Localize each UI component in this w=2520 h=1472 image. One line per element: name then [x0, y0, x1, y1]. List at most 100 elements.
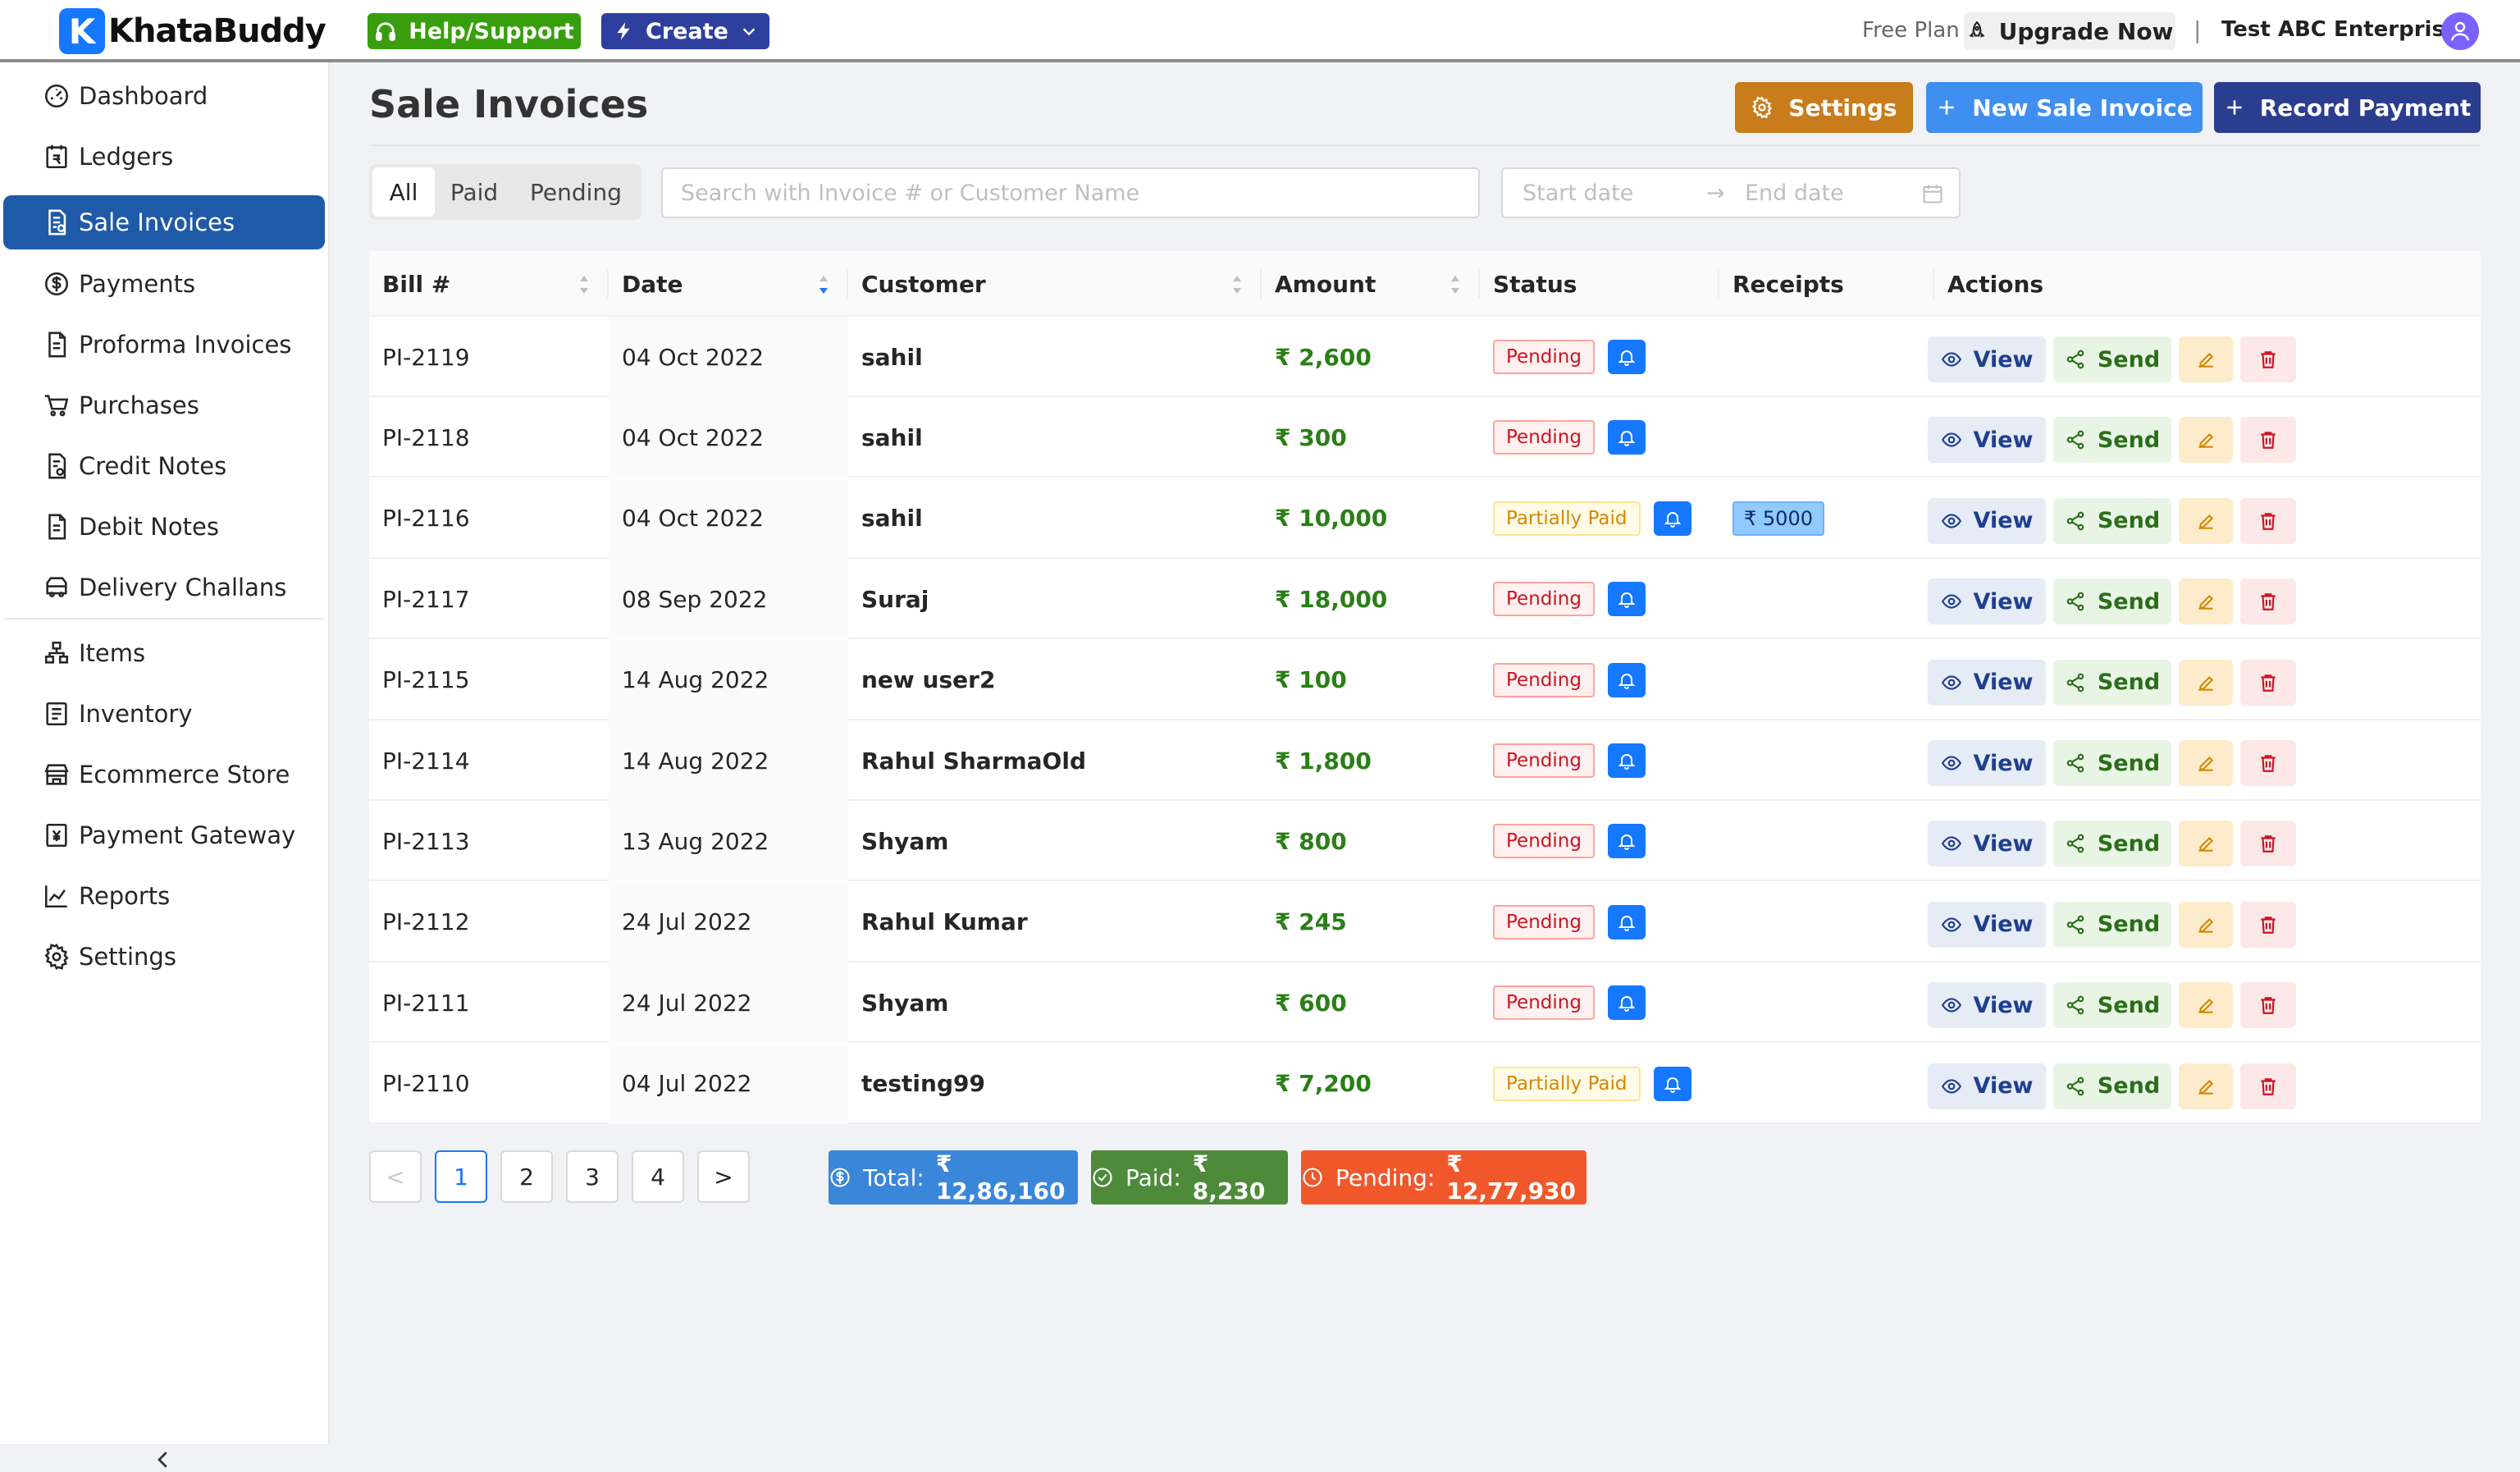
table-row[interactable]: PI-2117 08 Sep 2022 Suraj ₹ 18,000 Pending Vi…: [369, 559, 2481, 640]
customer-name[interactable]: sahil: [861, 423, 923, 451]
bell-icon[interactable]: [1653, 1066, 1691, 1101]
record-payment-button[interactable]: Record Payment: [2214, 82, 2481, 133]
bill-number[interactable]: PI-2117: [382, 585, 470, 613]
pagination-page-3[interactable]: 3: [566, 1150, 619, 1203]
bell-icon[interactable]: [1607, 582, 1646, 617]
search-input[interactable]: [661, 167, 1480, 218]
bill-number[interactable]: PI-2110: [382, 1070, 470, 1098]
customer-name[interactable]: Rahul Kumar: [861, 908, 1028, 936]
column-amount[interactable]: Amount: [1262, 251, 1480, 317]
view-button[interactable]: View: [1928, 578, 2046, 625]
bill-number[interactable]: PI-2113: [382, 827, 470, 855]
send-button[interactable]: Send: [2053, 417, 2171, 464]
sidebar-item-ecommerce-store[interactable]: Ecommerce Store: [3, 747, 325, 802]
view-button[interactable]: View: [1928, 1063, 2046, 1109]
bell-icon[interactable]: [1607, 904, 1646, 939]
bill-number[interactable]: PI-2118: [382, 423, 470, 451]
delete-button[interactable]: [2240, 1063, 2296, 1109]
table-row[interactable]: PI-2119 04 Oct 2022 sahil ₹ 2,600 Pending Vie…: [369, 317, 2481, 397]
sidebar-item-payments[interactable]: Payments: [3, 257, 325, 311]
sidebar-item-proforma-invoices[interactable]: Proforma Invoices: [3, 318, 325, 372]
pagination-page-4[interactable]: 4: [632, 1150, 684, 1203]
view-button[interactable]: View: [1928, 821, 2046, 867]
customer-name[interactable]: Rahul SharmaOld: [861, 747, 1086, 775]
customer-name[interactable]: new user2: [861, 666, 996, 694]
receipt-badge[interactable]: ₹ 5000: [1732, 501, 1824, 536]
edit-button[interactable]: [2179, 1063, 2233, 1109]
edit-button[interactable]: [2179, 901, 2233, 948]
delete-button[interactable]: [2240, 982, 2296, 1029]
view-button[interactable]: View: [1928, 659, 2046, 706]
send-button[interactable]: Send: [2053, 1063, 2171, 1109]
bill-number[interactable]: PI-2119: [382, 343, 470, 371]
end-date-input[interactable]: End date: [1745, 181, 1844, 206]
upgrade-now-button[interactable]: Upgrade Now: [1964, 12, 2175, 50]
view-button[interactable]: View: [1928, 901, 2046, 948]
bell-icon[interactable]: [1653, 501, 1691, 536]
settings-button[interactable]: Settings: [1735, 82, 1913, 133]
bell-icon[interactable]: [1607, 420, 1646, 455]
delete-button[interactable]: [2240, 417, 2296, 464]
delete-button[interactable]: [2240, 659, 2296, 706]
chevron-left-icon[interactable]: [151, 1447, 176, 1472]
bell-icon[interactable]: [1607, 743, 1646, 778]
pagination-page-1[interactable]: 1: [435, 1150, 487, 1203]
start-date-input[interactable]: Start date: [1522, 181, 1634, 206]
delete-button[interactable]: [2240, 497, 2296, 544]
logo[interactable]: K KhataBuddy: [59, 8, 326, 54]
bell-icon[interactable]: [1607, 340, 1646, 374]
date-range-picker[interactable]: Start date → End date: [1501, 167, 1961, 218]
sidebar-item-payment-gateway[interactable]: Payment Gateway: [3, 808, 325, 862]
view-button[interactable]: View: [1928, 336, 2046, 382]
table-row[interactable]: PI-2113 13 Aug 2022 Shyam ₹ 800 Pending View S…: [369, 801, 2481, 882]
pagination-page-2[interactable]: 2: [500, 1150, 553, 1203]
edit-button[interactable]: [2179, 982, 2233, 1029]
bell-icon[interactable]: [1607, 985, 1646, 1021]
filter-all[interactable]: All: [372, 167, 435, 217]
edit-button[interactable]: [2179, 821, 2233, 867]
table-row[interactable]: PI-2110 04 Jul 2022 testing99 ₹ 7,200 Partia…: [369, 1043, 2481, 1124]
delete-button[interactable]: [2240, 821, 2296, 867]
view-button[interactable]: View: [1928, 497, 2046, 544]
send-button[interactable]: Send: [2053, 821, 2171, 867]
column-bill[interactable]: Bill #: [369, 251, 609, 317]
avatar[interactable]: [2441, 12, 2479, 50]
edit-button[interactable]: [2179, 336, 2233, 382]
bill-number[interactable]: PI-2111: [382, 989, 470, 1017]
pagination-next[interactable]: >: [697, 1150, 750, 1203]
customer-name[interactable]: Shyam: [861, 989, 949, 1017]
edit-button[interactable]: [2179, 659, 2233, 706]
help-support-button[interactable]: Help/Support: [368, 13, 581, 49]
table-row[interactable]: PI-2116 04 Oct 2022 sahil ₹ 10,000 Partially…: [369, 478, 2481, 559]
sidebar-item-items[interactable]: Items: [3, 626, 325, 680]
table-row[interactable]: PI-2114 14 Aug 2022 Rahul SharmaOld ₹ 1,800…: [369, 720, 2481, 801]
delete-button[interactable]: [2240, 336, 2296, 382]
send-button[interactable]: Send: [2053, 659, 2171, 706]
delete-button[interactable]: [2240, 901, 2296, 948]
sidebar-item-reports[interactable]: Reports: [3, 869, 325, 923]
bill-number[interactable]: PI-2114: [382, 747, 470, 775]
sidebar-item-dashboard[interactable]: Dashboard: [3, 69, 325, 123]
customer-name[interactable]: Shyam: [861, 827, 949, 855]
send-button[interactable]: Send: [2053, 901, 2171, 948]
column-date[interactable]: Date: [609, 251, 848, 317]
view-button[interactable]: View: [1928, 417, 2046, 464]
send-button[interactable]: Send: [2053, 336, 2171, 382]
create-button[interactable]: Create: [601, 13, 769, 49]
sidebar-item-purchases[interactable]: Purchases: [3, 378, 325, 432]
column-customer[interactable]: Customer: [848, 251, 1262, 317]
view-button[interactable]: View: [1928, 982, 2046, 1029]
view-button[interactable]: View: [1928, 740, 2046, 786]
bill-number[interactable]: PI-2112: [382, 908, 470, 936]
company-name[interactable]: Test ABC Enterprises: [2221, 17, 2472, 42]
pagination-prev[interactable]: <: [369, 1150, 422, 1203]
send-button[interactable]: Send: [2053, 740, 2171, 786]
edit-button[interactable]: [2179, 578, 2233, 625]
send-button[interactable]: Send: [2053, 497, 2171, 544]
delete-button[interactable]: [2240, 740, 2296, 786]
sidebar-item-credit-notes[interactable]: Credit Notes: [3, 439, 325, 493]
filter-pending[interactable]: Pending: [530, 178, 622, 206]
customer-name[interactable]: sahil: [861, 505, 923, 533]
sidebar-item-debit-notes[interactable]: Debit Notes: [3, 500, 325, 554]
bell-icon[interactable]: [1607, 662, 1646, 697]
